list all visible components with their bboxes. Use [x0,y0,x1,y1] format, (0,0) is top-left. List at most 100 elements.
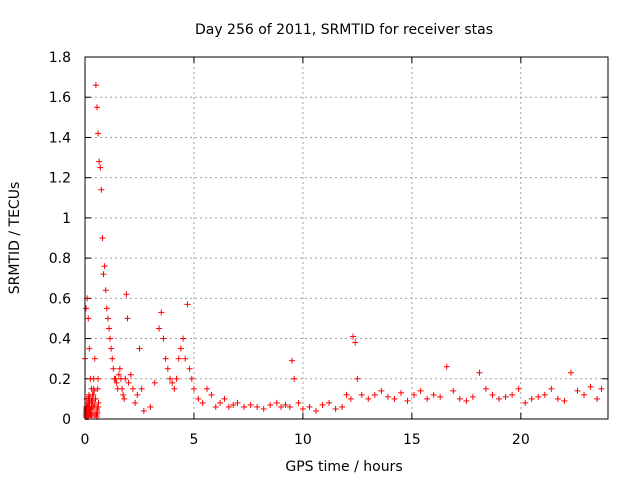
chart-title: Day 256 of 2011, SRMTID for receiver sta… [195,22,493,38]
y-tick-label: 0.4 [49,332,71,348]
data-point [535,393,542,400]
data-point [581,391,588,398]
data-point [177,345,184,352]
data-point [234,399,241,406]
data-point [502,393,509,400]
data-point [306,403,313,410]
x-tick-label: 10 [294,432,312,448]
grid [85,57,608,419]
data-point [282,401,289,408]
data-point [96,158,103,165]
data-point [286,403,293,410]
data-point [278,403,285,410]
data-point [110,365,117,372]
data-point [397,389,404,396]
data-point [515,385,522,392]
data-point [437,393,444,400]
data-point [140,407,147,414]
data-point [175,355,182,362]
data-point [587,383,594,390]
data-point [162,355,169,362]
data-point [188,375,195,382]
data-point [166,375,173,382]
data-point [184,301,191,308]
data-point [108,345,115,352]
data-point [598,385,605,392]
data-point [100,271,107,278]
data-point [112,375,119,382]
data-point [91,355,98,362]
data-point [291,375,298,382]
data-point [104,315,111,322]
data-point [295,399,302,406]
data-point [469,393,476,400]
data-point [332,405,339,412]
data-point [489,391,496,398]
data-point [463,397,470,404]
data-point [186,365,193,372]
data-point [354,375,361,382]
data-point [95,130,102,137]
data-point [171,385,178,392]
y-tick-label: 0 [62,412,71,428]
data-point [84,405,91,412]
data-point [319,401,326,408]
data-point [160,335,167,342]
data-point [90,385,97,392]
y-tick-label: 0.6 [49,291,71,307]
data-point [528,395,535,402]
data-point [127,371,134,378]
data-point [567,369,574,376]
data-point [90,391,97,398]
data-point [116,365,123,372]
data-point [358,391,365,398]
data-point [86,345,93,352]
data-point [343,391,350,398]
data-point [138,385,145,392]
y-tick-label: 1 [62,211,71,227]
data-point [102,287,109,294]
data-point [95,375,102,382]
data-point [204,385,211,392]
data-point [124,315,131,322]
x-axis-label: GPS time / hours [285,459,402,475]
data-point [92,82,99,89]
data-point [147,403,154,410]
y-tick-label: 1.6 [49,90,71,106]
x-tick-label: 20 [512,432,530,448]
data-point [93,405,100,412]
y-tick-label: 0.8 [49,251,71,267]
data-point [83,411,90,418]
data-point [594,395,601,402]
data-point [384,393,391,400]
data-point [456,395,463,402]
y-tick-label: 1.2 [49,171,71,187]
data-point [260,405,267,412]
data-point [95,399,102,406]
data-point [417,387,424,394]
data-point [136,345,143,352]
data-point [411,391,418,398]
data-point [221,395,228,402]
data-point [391,395,398,402]
data-point [574,387,581,394]
data-point [122,375,129,382]
data-point [371,391,378,398]
data-point [541,391,548,398]
data-point [132,399,139,406]
y-tick-label: 1.8 [49,50,71,66]
data-point [241,403,248,410]
data-point [365,395,372,402]
data-point [109,355,116,362]
data-point [326,399,333,406]
data-point [352,339,359,346]
data-point [93,104,100,111]
data-point [208,391,215,398]
data-point [289,357,296,364]
data-point [125,379,132,386]
data-point [217,399,224,406]
y-tick-label: 0.2 [49,372,71,388]
data-point [347,395,354,402]
data-point [378,387,385,394]
